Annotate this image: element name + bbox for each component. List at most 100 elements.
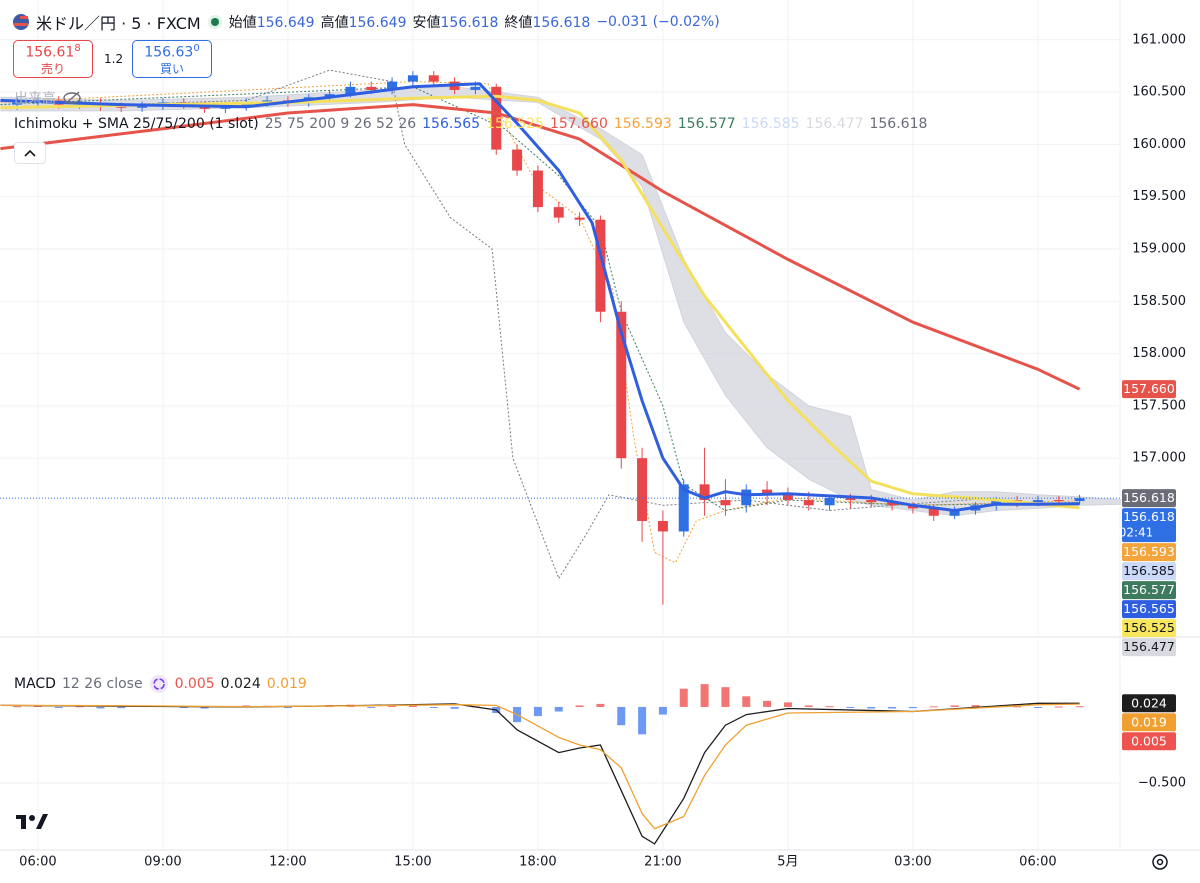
sell-label[interactable]: 売り bbox=[40, 61, 65, 76]
price-tag-label: 156.565 bbox=[1123, 601, 1175, 616]
volume-label: 出来高 bbox=[14, 91, 56, 107]
spread-wrap: 1.2 bbox=[104, 52, 123, 66]
candle-body bbox=[574, 217, 585, 220]
histogram-bar bbox=[971, 705, 980, 707]
candle-body bbox=[595, 219, 606, 312]
price-tag bbox=[1122, 380, 1176, 399]
price-tag-label: 156.618 bbox=[1123, 509, 1175, 524]
ohlc-value: 156.618 bbox=[532, 15, 591, 31]
gear[interactable] bbox=[1152, 854, 1168, 870]
histogram-bar bbox=[783, 702, 792, 707]
symbol[interactable]: 米ドル／円 · 5 · FXCM bbox=[36, 14, 201, 33]
buy-button[interactable]: 156.630 買い bbox=[132, 40, 212, 78]
buy-price[interactable]: 156.63 bbox=[144, 44, 194, 61]
y-tick-label: 158.500 bbox=[1132, 294, 1186, 309]
settings-icon[interactable] bbox=[1152, 854, 1168, 870]
y-tick-label: 159.000 bbox=[1132, 241, 1186, 256]
histogram-bar bbox=[867, 706, 876, 709]
candle-body bbox=[949, 510, 960, 516]
histogram-bar bbox=[54, 706, 63, 708]
candle-body bbox=[616, 311, 627, 459]
cloud-span-a bbox=[0, 86, 1122, 501]
histogram-bar bbox=[117, 706, 126, 709]
histogram-bar bbox=[1054, 706, 1063, 708]
y-tick-label: 161.000 bbox=[1132, 32, 1186, 47]
indicator-name: Ichimoku + SMA 25/75/200 (1 slot) bbox=[14, 116, 259, 132]
histogram-bar bbox=[721, 687, 730, 707]
price-tag-label: 156.593 bbox=[1123, 544, 1175, 559]
histogram-bar bbox=[825, 706, 834, 708]
candle-body bbox=[387, 81, 398, 90]
price-tag bbox=[1122, 581, 1176, 600]
y-tick-label: 157.500 bbox=[1132, 398, 1186, 413]
ohlc-label: 安値 bbox=[412, 15, 441, 31]
legend-value: 156.525 bbox=[486, 116, 544, 132]
legend-value: 156.593 bbox=[613, 116, 672, 132]
sell-pip[interactable]: 8 bbox=[74, 43, 81, 55]
chevron[interactable] bbox=[24, 149, 36, 157]
histogram-bar bbox=[617, 706, 626, 726]
eye-slash[interactable] bbox=[64, 91, 80, 105]
legend-value: 156.477 bbox=[805, 116, 864, 132]
price-tag-label: 156.477 bbox=[1123, 639, 1175, 654]
logo-part bbox=[36, 814, 48, 829]
indicator-line bbox=[0, 69, 993, 580]
macd-legend: MACD 12 26 close 0.005 0.024 0.019 bbox=[14, 674, 307, 694]
price-tag-label: 157.660 bbox=[1123, 381, 1175, 396]
price-tag-label: 0.005 bbox=[1131, 733, 1167, 748]
price-tag bbox=[1122, 713, 1176, 732]
y-tick-label: −0.500 bbox=[1138, 776, 1186, 791]
price-tag bbox=[1122, 562, 1176, 581]
candle-body bbox=[845, 497, 856, 501]
candle-body bbox=[407, 75, 418, 82]
price-tag-label: 0.024 bbox=[1131, 695, 1167, 710]
histogram-bar bbox=[596, 703, 605, 707]
candle-body bbox=[553, 207, 564, 218]
buy-pip[interactable]: 0 bbox=[193, 43, 200, 55]
ohlc-value: 156.618 bbox=[440, 15, 499, 31]
grid bbox=[0, 0, 1120, 850]
x-tick-label: 06:00 bbox=[19, 855, 56, 870]
icon-ring[interactable] bbox=[152, 678, 165, 690]
y-tick-label: 158.000 bbox=[1132, 346, 1186, 361]
logo-part bbox=[21, 815, 26, 829]
histogram-bar bbox=[950, 705, 959, 707]
price-tag bbox=[1122, 543, 1176, 562]
sell-button[interactable]: 156.618 売り bbox=[13, 40, 93, 78]
gear-hole[interactable] bbox=[1156, 858, 1164, 866]
ohlc-label: 始値 bbox=[228, 15, 257, 31]
legend-value: 156.618 bbox=[869, 116, 928, 132]
candle-body bbox=[678, 484, 689, 532]
price-tag-label: 156.577 bbox=[1123, 582, 1175, 597]
icon-bg[interactable] bbox=[149, 675, 168, 693]
spread: 1.2 bbox=[104, 52, 124, 66]
ohlc-label: 終値 bbox=[504, 15, 533, 31]
collapse-button[interactable] bbox=[14, 142, 46, 164]
histogram-bar bbox=[283, 706, 292, 708]
indicator-params: 25 75 200 9 26 52 26 bbox=[264, 116, 417, 132]
histogram-bar bbox=[429, 706, 438, 708]
eye[interactable] bbox=[63, 92, 81, 104]
histogram-bar bbox=[575, 705, 584, 707]
ohlc-label: 高値 bbox=[320, 15, 349, 31]
legend-value: 156.577 bbox=[677, 116, 736, 132]
sell-price[interactable]: 156.61 bbox=[25, 44, 75, 61]
candle-body bbox=[137, 105, 148, 108]
hide-icon[interactable] bbox=[62, 91, 82, 105]
histogram-bar bbox=[533, 706, 542, 717]
cloud-span-b bbox=[0, 96, 1122, 517]
chevron-path[interactable] bbox=[24, 149, 36, 157]
x-tick-label: 5月 bbox=[777, 855, 798, 870]
candle-body bbox=[12, 102, 23, 105]
candle-body bbox=[637, 458, 648, 521]
buy-label[interactable]: 買い bbox=[159, 61, 184, 76]
histogram-bar bbox=[96, 706, 105, 709]
x-tick-label: 12:00 bbox=[269, 855, 306, 870]
macd-icon[interactable] bbox=[149, 674, 169, 694]
histogram-bar bbox=[929, 706, 938, 708]
candle-body bbox=[741, 489, 752, 506]
candle-body bbox=[699, 484, 710, 501]
y-tick-label: 157.000 bbox=[1132, 451, 1186, 466]
